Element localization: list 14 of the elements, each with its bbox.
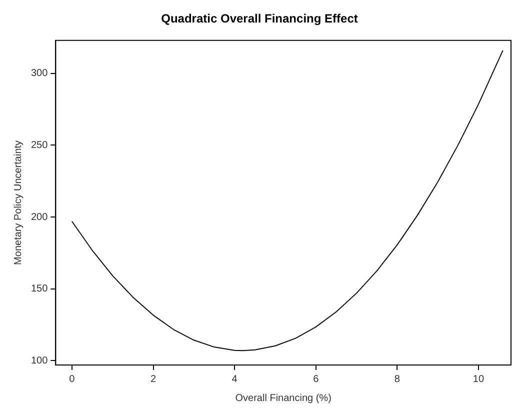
y-tick-label: 100	[30, 355, 48, 366]
y-tick-label: 200	[30, 212, 48, 223]
x-tick-label: 10	[472, 374, 484, 385]
x-tick-label: 6	[313, 374, 320, 385]
y-tick-label: 300	[30, 68, 48, 80]
y-tick-label: 150	[30, 284, 48, 295]
chart-title: Quadratic Overall Financing Effect	[161, 12, 358, 26]
x-tick-label: 2	[150, 374, 156, 385]
x-tick-label: 4	[232, 374, 238, 385]
y-tick-label: 250	[30, 140, 48, 151]
x-axis-title: Overall Financing (%)	[235, 392, 332, 404]
x-tick-label: 0	[69, 374, 76, 385]
y-axis-title: Monetary Policy Uncertainty	[12, 140, 24, 265]
x-tick-label: 8	[394, 374, 400, 385]
